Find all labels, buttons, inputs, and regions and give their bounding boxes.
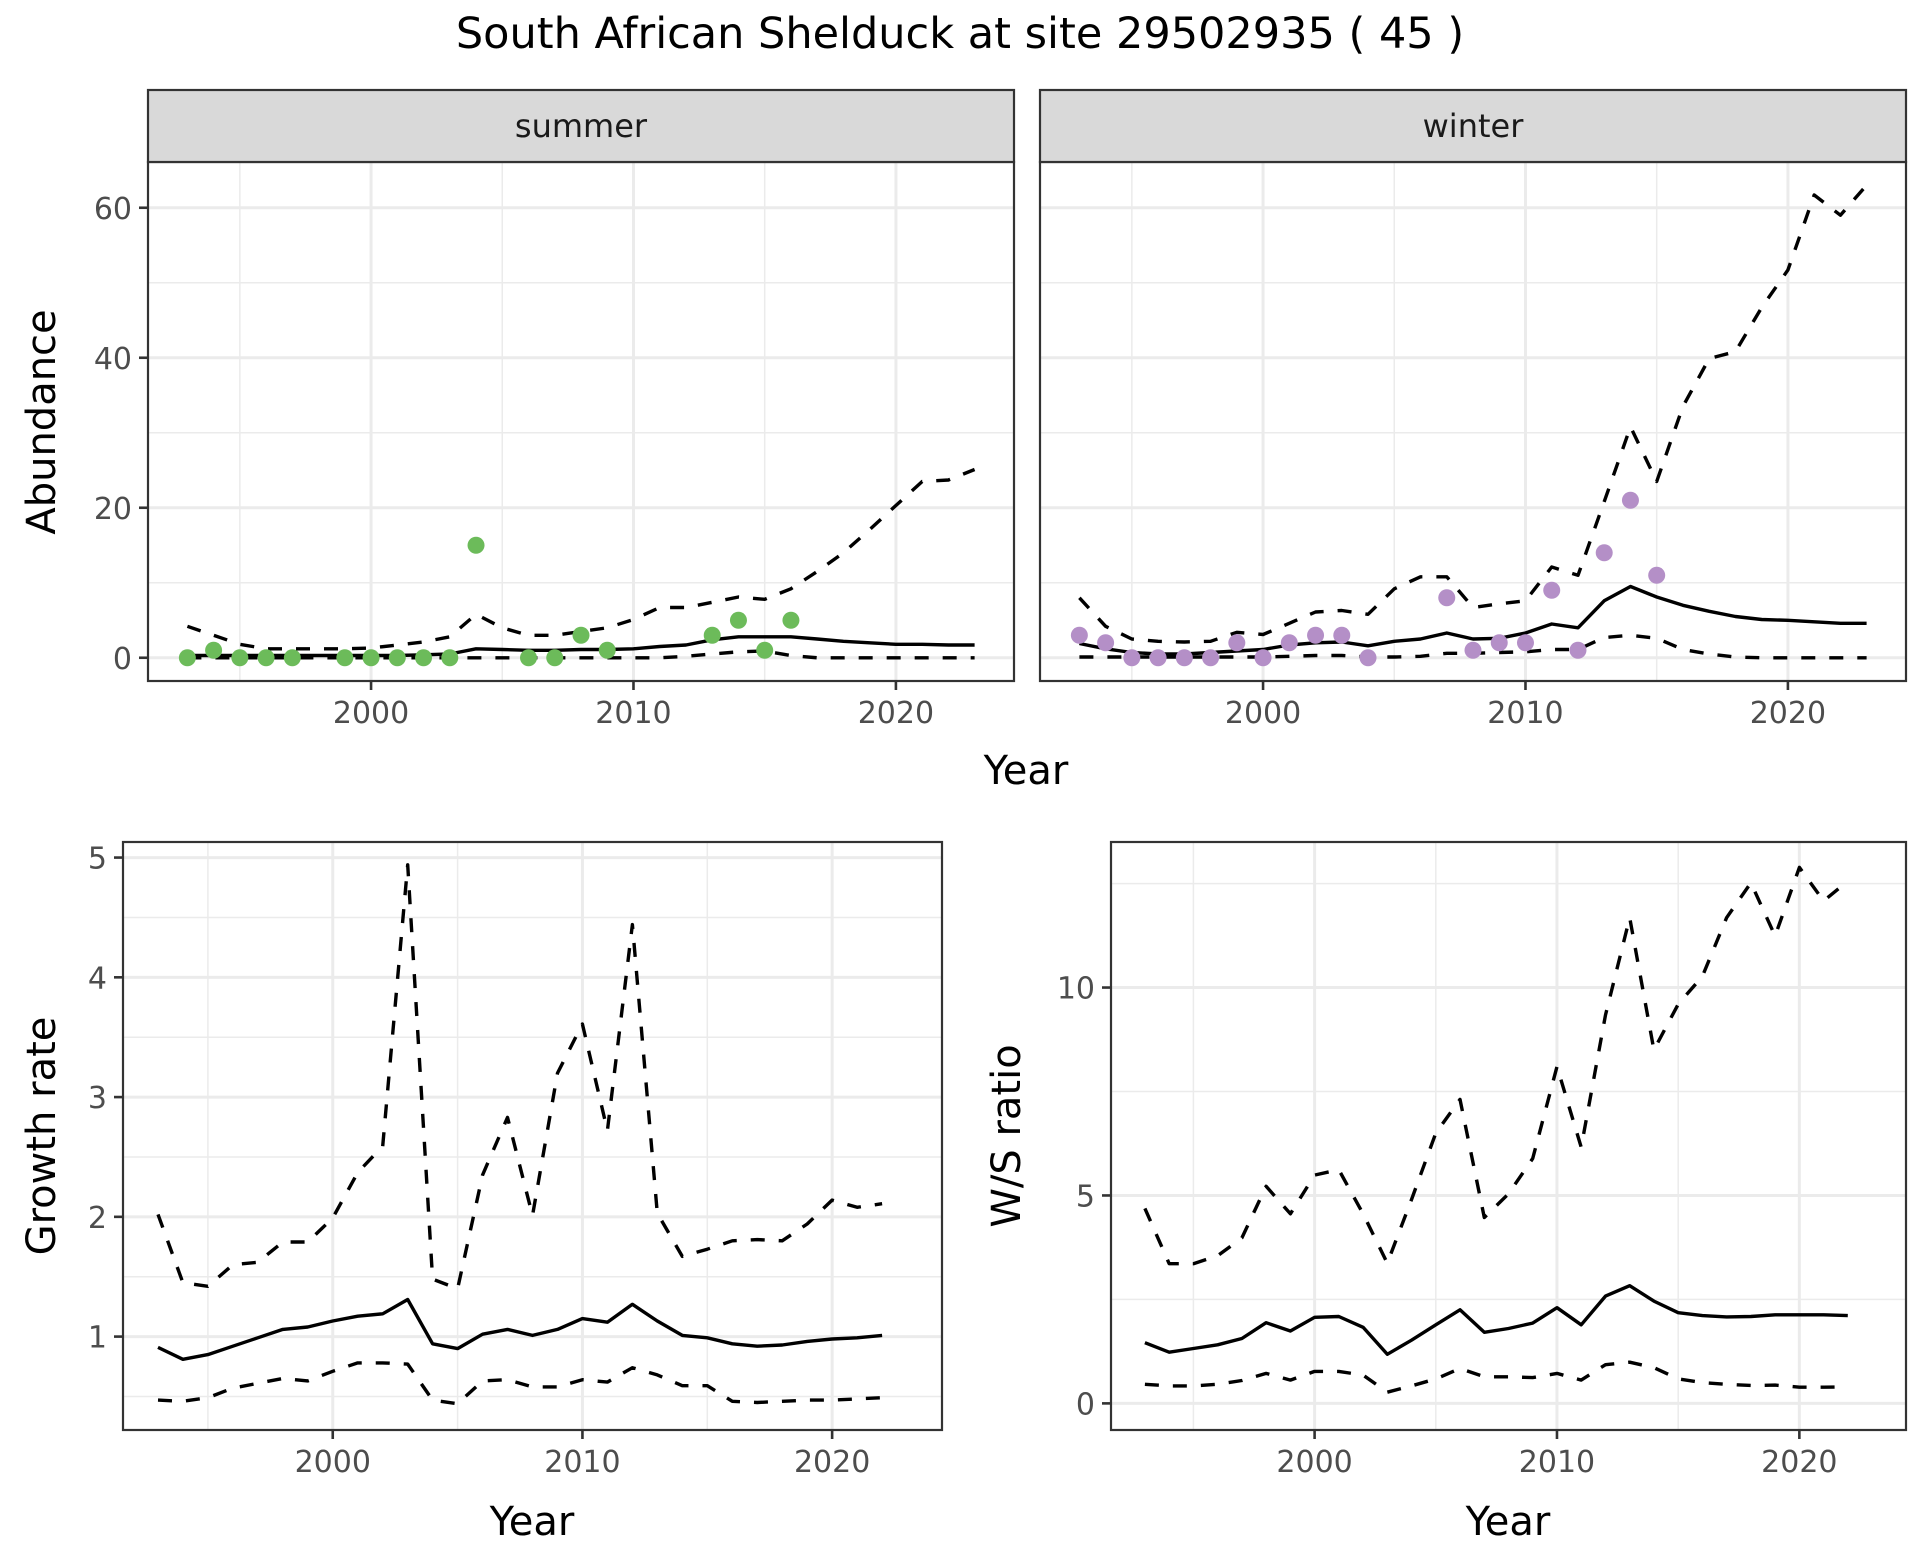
- data-point: [703, 626, 721, 644]
- y-tick-label: 10: [1057, 972, 1095, 1007]
- x-tick-label: 2010: [1519, 1445, 1595, 1480]
- data-point: [520, 649, 538, 667]
- series-line-lower: [1144, 1360, 1848, 1394]
- data-point: [441, 649, 459, 667]
- data-point: [1123, 649, 1141, 667]
- x-axis-title-top: Year: [983, 748, 1069, 794]
- facet-label-summer: summer: [515, 107, 648, 145]
- series-line-mean: [157, 1297, 883, 1361]
- facet-strip-winter: [1038, 88, 1908, 164]
- data-point: [257, 649, 275, 667]
- data-point: [1175, 649, 1193, 667]
- facet-strip-summer: [146, 88, 1016, 164]
- data-point: [1595, 544, 1613, 562]
- data-point: [1307, 626, 1325, 644]
- data-point: [782, 611, 800, 629]
- data-point: [1621, 491, 1639, 509]
- data-point: [598, 641, 616, 659]
- x-axis-title-growth: Year: [489, 1499, 575, 1545]
- series-line-upper: [156, 863, 883, 1291]
- plot-area: [123, 842, 942, 1430]
- plot-area: [1040, 162, 1906, 681]
- x-tick-label: 2020: [1761, 1445, 1837, 1480]
- data-point: [1097, 634, 1115, 652]
- panel-growth-rate: 2000 2010 2020 1 2 3 4 5: [88, 840, 944, 1480]
- y-tick-label: 4: [88, 961, 107, 996]
- data-point: [1228, 634, 1246, 652]
- x-tick-label: 2010: [1487, 696, 1563, 731]
- data-point: [756, 641, 774, 659]
- data-point: [729, 611, 747, 629]
- data-point: [467, 536, 485, 554]
- data-point: [1254, 649, 1272, 667]
- data-point: [231, 649, 249, 667]
- data-point: [1438, 589, 1456, 607]
- x-tick-label: 2000: [1225, 696, 1301, 731]
- y-tick-label: 5: [88, 842, 107, 877]
- panel-ws-ratio: 2000 2010 2020 0 5 10: [1057, 840, 1908, 1480]
- data-point: [1543, 581, 1561, 599]
- y-tick-label: 0: [1076, 1387, 1095, 1422]
- y-tick-label: 2: [88, 1201, 107, 1236]
- y-tick-label: 3: [88, 1081, 107, 1116]
- series-line-upper: [1078, 184, 1868, 644]
- x-tick-label: 2010: [544, 1445, 620, 1480]
- y-tick-label: 1: [88, 1321, 107, 1356]
- data-point: [336, 649, 354, 667]
- panel-frame: [121, 840, 944, 1432]
- series-line-lower: [157, 1361, 883, 1406]
- y-tick-label: 0: [113, 642, 132, 677]
- y-tick-label: 5: [1076, 1179, 1095, 1214]
- data-point: [283, 649, 301, 667]
- panel-summer: 2000 2010 2020 0 20 40 60 summer: [94, 88, 1016, 731]
- data-point: [178, 649, 196, 667]
- data-point: [1070, 626, 1088, 644]
- data-point: [1202, 649, 1220, 667]
- x-tick-label: 2020: [858, 696, 934, 731]
- data-point: [388, 649, 406, 667]
- series-line-mean: [1144, 1284, 1848, 1356]
- panel-frame: [1109, 840, 1908, 1432]
- panel-winter: 2000 2010 2020 winter: [1038, 88, 1908, 731]
- data-point: [572, 626, 590, 644]
- series-line-lower: [187, 649, 975, 660]
- y-axis-title-growth: Growth rate: [19, 1017, 65, 1256]
- x-tick-label: 2000: [333, 696, 409, 731]
- y-tick-label: 20: [94, 492, 132, 527]
- data-point: [546, 649, 564, 667]
- data-point: [1648, 566, 1666, 584]
- x-axis-title-ws: Year: [1465, 1499, 1551, 1545]
- data-point: [1333, 626, 1351, 644]
- data-point: [1149, 649, 1167, 667]
- data-point: [362, 649, 380, 667]
- data-point: [1490, 634, 1508, 652]
- series-line-mean: [187, 635, 975, 658]
- y-tick-label: 40: [94, 342, 132, 377]
- chart-title: South African Shelduck at site 29502935 …: [456, 9, 1464, 59]
- data-point: [205, 641, 223, 659]
- y-tick-label: 60: [94, 192, 132, 227]
- data-point: [415, 649, 433, 667]
- data-point: [1464, 641, 1482, 659]
- plot-area: [1111, 842, 1906, 1430]
- data-point: [1280, 634, 1298, 652]
- facet-label-winter: winter: [1423, 107, 1525, 145]
- x-tick-label: 2010: [595, 696, 671, 731]
- x-tick-label: 2020: [1750, 696, 1826, 731]
- data-point: [1516, 634, 1534, 652]
- plot-area: [148, 162, 1014, 681]
- x-tick-label: 2020: [794, 1445, 870, 1480]
- y-axis-title-abundance: Abundance: [19, 309, 65, 534]
- data-point: [1359, 649, 1377, 667]
- x-tick-label: 2000: [1276, 1445, 1352, 1480]
- x-tick-label: 2000: [295, 1445, 371, 1480]
- series-line-upper: [1143, 865, 1849, 1266]
- y-axis-title-ws: W/S ratio: [984, 1044, 1030, 1227]
- data-point: [1569, 641, 1587, 659]
